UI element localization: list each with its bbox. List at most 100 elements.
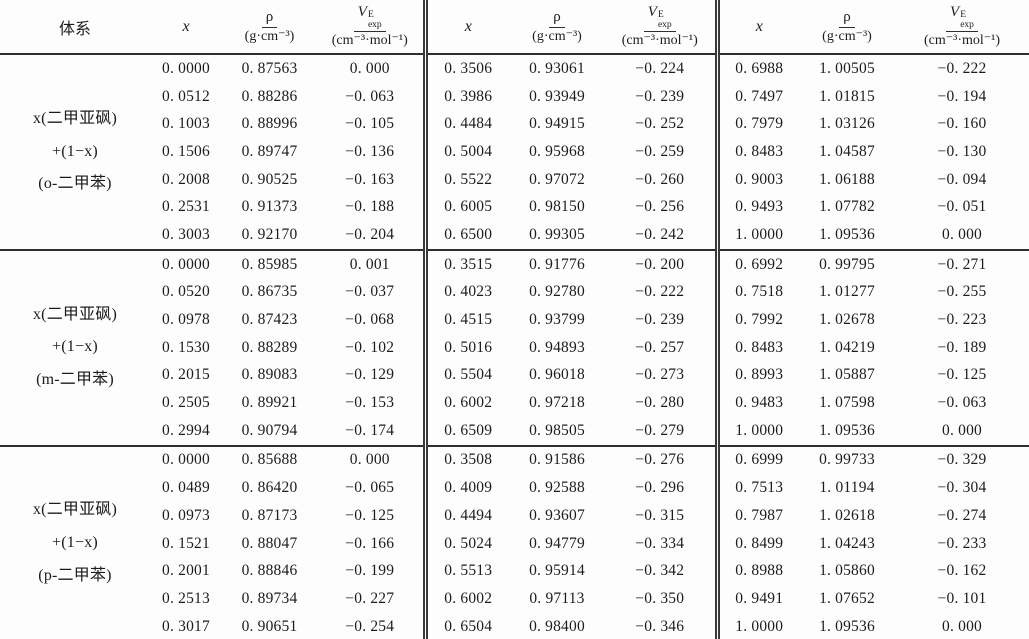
- table-row: 0. 1530 0. 88289 −0. 102 0. 5016 0. 94893 −0.…: [0, 333, 1029, 362]
- table-cell: 1. 00505: [819, 59, 875, 77]
- table-cell: 0. 0489: [162, 479, 210, 497]
- table-cell: 0. 2531: [162, 198, 210, 216]
- system-label-line: x(二甲亚砜): [32, 109, 118, 127]
- table-cell: −0. 315: [635, 506, 685, 524]
- table-cell: −0. 329: [895, 444, 1029, 475]
- table-cell: 0. 7992: [714, 306, 799, 334]
- table-cell: 0. 89747: [241, 142, 298, 160]
- table-cell: 0. 6500: [422, 221, 509, 250]
- table-row: x(二甲亚砜) +(1−x) (m-二甲苯) 0. 0000 0. 85985 0. 00…: [0, 248, 1029, 446]
- table-cell: −0. 350: [635, 589, 685, 607]
- table-cell: −0. 051: [937, 198, 987, 216]
- table-cell: 0. 5024: [422, 529, 509, 558]
- table-cell: 0. 98505: [529, 421, 585, 439]
- table-cell: 0. 9493: [714, 193, 799, 222]
- system-label: x(二甲亚砜) +(1−x) (p-二甲苯): [0, 444, 150, 639]
- vexp-units: (cm⁻³·mol⁻¹): [331, 33, 408, 49]
- table-cell: 0. 96018: [529, 366, 585, 384]
- table-cell: 1. 04243: [819, 534, 875, 552]
- table-cell: −0. 259: [635, 142, 685, 160]
- table-cell: 1. 07598: [819, 394, 875, 412]
- table-cell: 1. 0000: [714, 612, 799, 639]
- table-cell: 0. 5504: [422, 361, 509, 390]
- table-cell: 1. 05887: [819, 366, 875, 384]
- table-cell: 0. 91586: [509, 444, 605, 475]
- table-cell: −0. 136: [345, 142, 395, 160]
- rho-units: (g·cm⁻³): [532, 28, 582, 44]
- table-cell: 0. 92170: [241, 225, 298, 243]
- table-cell: 0. 85688: [222, 444, 317, 475]
- table-cell: 1. 09536: [819, 421, 875, 439]
- table-cell: 0. 3506: [422, 54, 509, 83]
- table-cell: 0. 93949: [529, 87, 585, 105]
- table-cell: 0. 6999: [714, 444, 799, 475]
- table-cell: 0. 92588: [529, 479, 585, 497]
- table-cell: 0. 7987: [714, 502, 799, 530]
- table-cell: 0. 0512: [162, 87, 210, 105]
- table-cell: 0. 3515: [422, 248, 509, 279]
- table-cell: 0. 94779: [529, 534, 585, 552]
- table-cell: 1. 01194: [819, 479, 875, 497]
- table-cell: 1. 07652: [819, 589, 875, 607]
- table-cell: 0. 89083: [241, 366, 298, 384]
- col-header-rho-2: ρ (g·cm⁻³): [509, 0, 605, 55]
- table-cell: 0. 4009: [422, 474, 509, 502]
- table-cell: −0. 125: [937, 366, 987, 384]
- table-cell: 0. 7513: [714, 474, 799, 502]
- table-cell: 1. 05860: [819, 562, 875, 580]
- table-cell: 0. 87423: [241, 311, 298, 329]
- table-cell: 0. 89921: [241, 394, 298, 412]
- v-base: V: [357, 4, 367, 21]
- v-base: V: [647, 4, 657, 21]
- col-header-rho-1: ρ (g·cm⁻³): [222, 0, 317, 55]
- col-header-rho-3: ρ (g·cm⁻³): [799, 0, 895, 55]
- v-base: V: [950, 4, 960, 21]
- table-cell: 0. 3986: [422, 82, 509, 111]
- table-row: 0. 1521 0. 88047 −0. 166 0. 5024 0. 94779 −0.…: [0, 529, 1029, 558]
- rho-fraction: ρ (g·cm⁻³): [532, 8, 582, 46]
- table-cell: −0. 239: [635, 311, 685, 329]
- table-cell: 0. 2015: [162, 366, 210, 384]
- table-cell: −0. 204: [345, 225, 395, 243]
- table-cell: 1. 01815: [819, 87, 875, 105]
- table-cell: −0. 273: [635, 366, 685, 384]
- table-cell: −0. 346: [635, 617, 685, 635]
- table-cell: −0. 239: [635, 87, 685, 105]
- table-cell: 0. 7979: [714, 110, 799, 139]
- table-cell: 0. 6504: [422, 612, 509, 639]
- table-cell: −0. 129: [345, 366, 395, 384]
- table-cell: −0. 242: [635, 225, 685, 243]
- table-cell: 1. 02618: [819, 506, 875, 524]
- table-cell: 0. 6509: [422, 416, 509, 446]
- table-row: x(二甲亚砜) +(1−x) (p-二甲苯) 0. 0000 0. 85688 0. 00…: [0, 444, 1029, 639]
- table-cell: 0. 97113: [529, 589, 585, 607]
- table-cell: 0. 93799: [529, 311, 585, 329]
- table-cell: −0. 222: [635, 283, 685, 301]
- table-cell: −0. 224: [635, 59, 685, 77]
- table-cell: 0. 91373: [241, 198, 298, 216]
- table-cell: 0. 90794: [241, 421, 298, 439]
- col-header-system: 体系: [0, 0, 150, 55]
- v-subscript: exp: [657, 20, 672, 31]
- table-cell: 0. 98400: [529, 617, 585, 635]
- table-cell: 0. 8499: [714, 529, 799, 558]
- table-cell: 0. 8993: [714, 361, 799, 390]
- table-cell: −0. 255: [937, 283, 987, 301]
- col-header-x-1: x: [150, 0, 222, 55]
- table-cell: 0. 86420: [241, 479, 298, 497]
- table-cell: 0. 85985: [222, 248, 317, 279]
- table-cell: −0. 130: [937, 142, 987, 160]
- table-cell: −0. 252: [635, 115, 685, 133]
- table-cell: 0. 92780: [529, 283, 585, 301]
- table-cell: 0. 99733: [799, 444, 895, 475]
- table-row: 0. 3017 0. 90651 −0. 254 0. 6504 0. 98400 −0.…: [0, 612, 1029, 639]
- table-cell: −0. 200: [605, 248, 717, 279]
- table-cell: 0. 0000: [150, 444, 222, 475]
- table-cell: 0. 000: [942, 225, 982, 243]
- system-label-line: (m-二甲苯): [36, 371, 114, 389]
- table-cell: 0. 89734: [241, 589, 298, 607]
- table-cell: −0. 160: [937, 115, 987, 133]
